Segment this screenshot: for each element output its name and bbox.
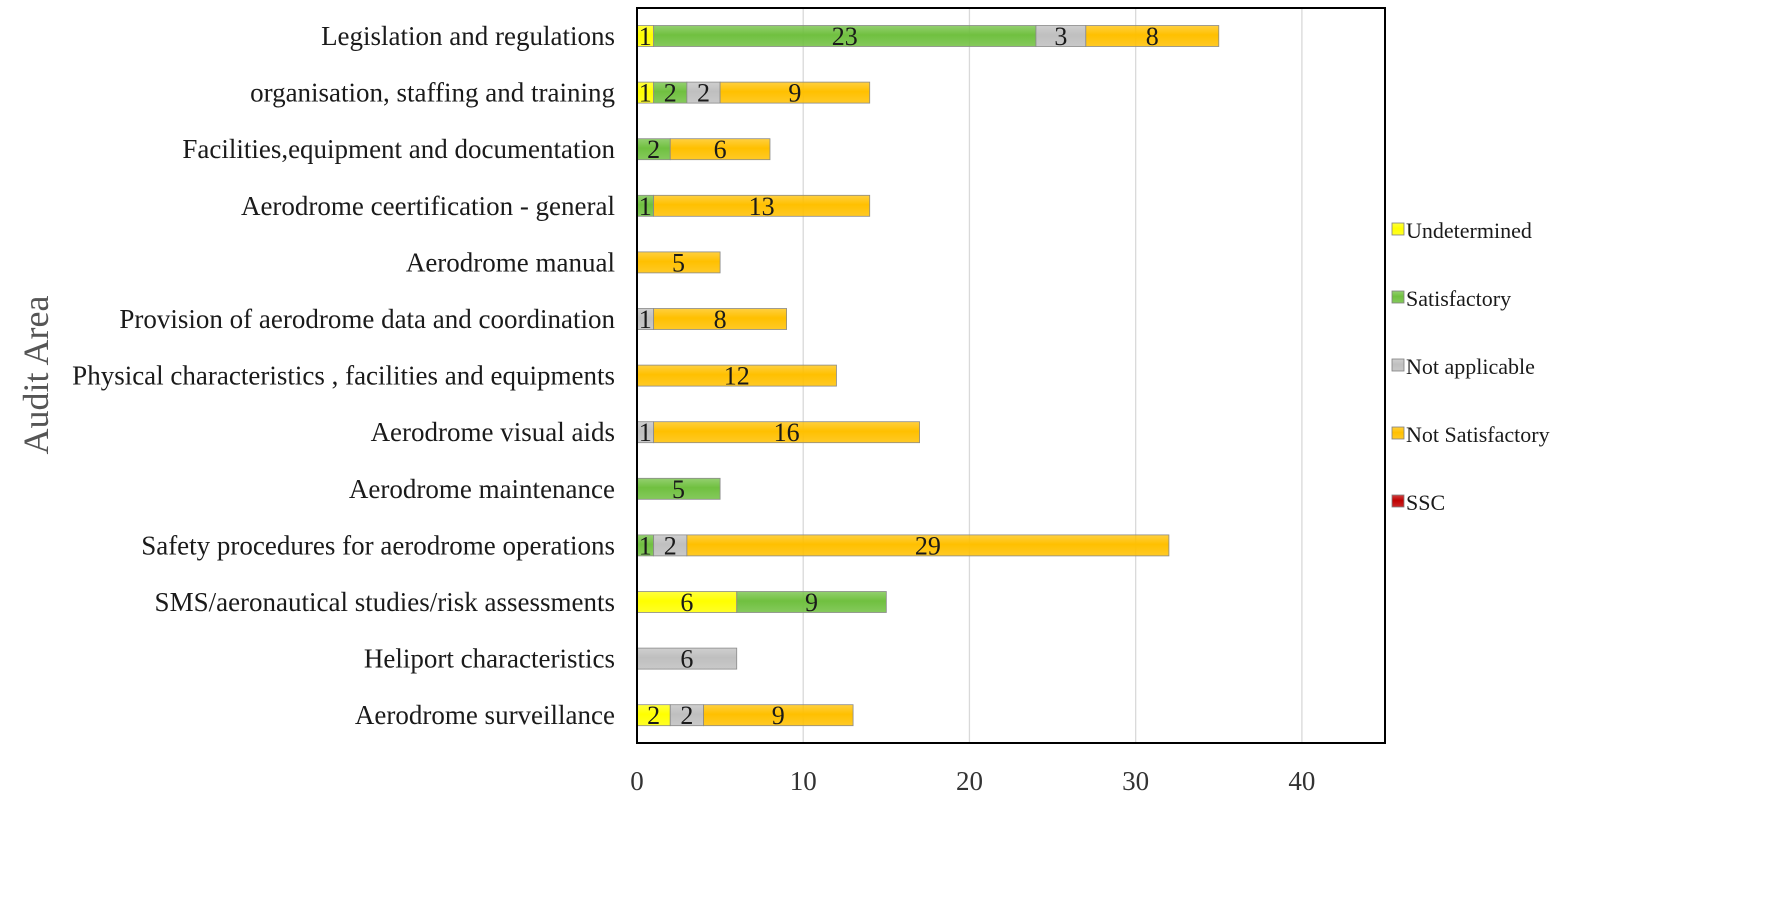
legend-swatch-undetermined	[1391, 222, 1405, 236]
legend-label-not-satisfactory: Not Satisfactory	[1406, 422, 1550, 447]
data-label-not-applicable-aerodrome-visual-aids: 1	[639, 418, 652, 447]
data-label-not-satisfactory-safety-procedures-for-aerodrome-operations: 29	[915, 531, 941, 560]
y-axis-title: Audit Area	[16, 296, 56, 455]
data-label-not-applicable-provision-of-aerodrome-data-and-coordination: 1	[639, 305, 652, 334]
bar-not-satisfactory-safety-procedures-for-aerodrome-operations	[686, 534, 1170, 557]
labels: 0 10 20 30 40 Legislation and regulations orga…	[72, 21, 1315, 796]
bar-not-satisfactory-aerodrome-visual-aids	[653, 421, 920, 444]
bar-not-satisfactory-aerodrome-ceertification-general	[653, 194, 871, 217]
data-label-not-applicable-heliport-characteristics: 6	[680, 645, 693, 674]
data-label-not-satisfactory-provision-of-aerodrome-data-and-coordination: 8	[714, 305, 727, 334]
legend-label-undetermined: Undetermined	[1406, 218, 1532, 243]
legend-swatch-not-applicable	[1391, 358, 1405, 372]
legend-swatch-satisfactory	[1391, 290, 1405, 304]
bars	[636, 25, 1220, 727]
data-label-satisfactory-legislation-and-regulations: 23	[832, 22, 858, 51]
bar-not-satisfactory-organisation-staffing-and-training	[719, 81, 871, 104]
category-label-safety-procedures-for-aerodrome-operations: Safety procedures for aerodrome operatio…	[141, 530, 615, 560]
data-label-satisfactory-safety-procedures-for-aerodrome-operations: 1	[639, 531, 652, 560]
data-label-not-applicable-safety-procedures-for-aerodrome-operations: 2	[664, 531, 677, 560]
category-label-aerodrome-visual-aids: Aerodrome visual aids	[371, 417, 615, 447]
category-label-facilities-equipment-and-documentation: Facilities,equipment and documentation	[182, 134, 615, 164]
category-label-aerodrome-manual: Aerodrome manual	[406, 247, 615, 277]
legend-label-satisfactory: Satisfactory	[1406, 286, 1511, 311]
data-label-undetermined-organisation-staffing-and-training: 1	[639, 79, 652, 108]
legend-label-not-applicable: Not applicable	[1406, 354, 1535, 379]
data-label-not-satisfactory-facilities-equipment-and-documentation: 6	[714, 135, 727, 164]
data-label-not-satisfactory-organisation-staffing-and-training: 9	[788, 79, 801, 108]
axes	[636, 7, 1386, 744]
legend: Undetermined Satisfactory Not applicable No…	[1391, 218, 1550, 515]
data-label-satisfactory-organisation-staffing-and-training: 2	[664, 79, 677, 108]
bar-not-satisfactory-provision-of-aerodrome-data-and-coordination	[653, 308, 787, 330]
category-label-organisation-staffing-and-training: organisation, staffing and training	[250, 78, 615, 108]
category-label-aerodrome-maintenance: Aerodrome maintenance	[349, 474, 615, 504]
legend-swatch-ssc	[1391, 494, 1405, 508]
data-label-satisfactory-aerodrome-ceertification-general: 1	[639, 192, 652, 221]
legend-swatch-not-satisfactory	[1391, 426, 1405, 440]
gridlines	[802, 8, 1303, 743]
data-label-not-applicable-aerodrome-surveillance: 2	[680, 701, 693, 730]
bar-not-satisfactory-aerodrome-surveillance	[703, 704, 854, 727]
legend-label-ssc: SSC	[1406, 490, 1445, 515]
x-tick-label-10: 10	[790, 766, 817, 796]
category-label-provision-of-aerodrome-data-and-coordination: Provision of aerodrome data and coordina…	[119, 304, 615, 334]
category-label-heliport-characteristics: Heliport characteristics	[364, 644, 615, 674]
data-label-not-satisfactory-legislation-and-regulations: 8	[1146, 22, 1159, 51]
data-label-undetermined-legislation-and-regulations: 1	[639, 22, 652, 51]
data-label-undetermined-sms-aeronautical-studies-risk-assessments: 6	[680, 588, 693, 617]
bar-satisfactory-sms-aeronautical-studies-risk-assessments	[736, 591, 887, 613]
category-label-aerodrome-surveillance: Aerodrome surveillance	[355, 700, 615, 730]
plot-area-border	[636, 7, 1386, 744]
data-label-not-satisfactory-aerodrome-visual-aids: 16	[774, 418, 800, 447]
data-label-not-satisfactory-aerodrome-surveillance: 9	[772, 701, 785, 730]
data-label-satisfactory-aerodrome-maintenance: 5	[672, 475, 685, 504]
category-label-physical-characteristics-facilities-and-equipments: Physical characteristics , facilities an…	[72, 361, 615, 391]
data-label-not-satisfactory-aerodrome-manual: 5	[672, 248, 685, 277]
x-tick-label-40: 40	[1288, 766, 1315, 796]
data-label-not-satisfactory-aerodrome-ceertification-general: 13	[749, 192, 775, 221]
category-label-sms-aeronautical-studies-risk-assessments: SMS/aeronautical studies/risk assessment…	[155, 587, 615, 617]
category-label-aerodrome-ceertification-general: Aerodrome ceertification - general	[241, 191, 615, 221]
data-label-satisfactory-facilities-equipment-and-documentation: 2	[647, 135, 660, 164]
data-label-not-applicable-organisation-staffing-and-training: 2	[697, 79, 710, 108]
x-tick-label-20: 20	[956, 766, 983, 796]
category-label-legislation-and-regulations: Legislation and regulations	[321, 21, 615, 51]
x-tick-label-30: 30	[1122, 766, 1149, 796]
x-tick-label-0: 0	[630, 766, 644, 796]
bar-not-satisfactory-legislation-and-regulations	[1085, 25, 1220, 47]
bar-not-satisfactory-facilities-equipment-and-documentation	[669, 138, 771, 161]
data-label-not-applicable-legislation-and-regulations: 3	[1054, 22, 1067, 51]
data-label-undetermined-aerodrome-surveillance: 2	[647, 701, 660, 730]
data-label-satisfactory-sms-aeronautical-studies-risk-assessments: 9	[805, 588, 818, 617]
data-label-not-satisfactory-physical-characteristics-facilities-and-equipments: 12	[724, 362, 750, 391]
